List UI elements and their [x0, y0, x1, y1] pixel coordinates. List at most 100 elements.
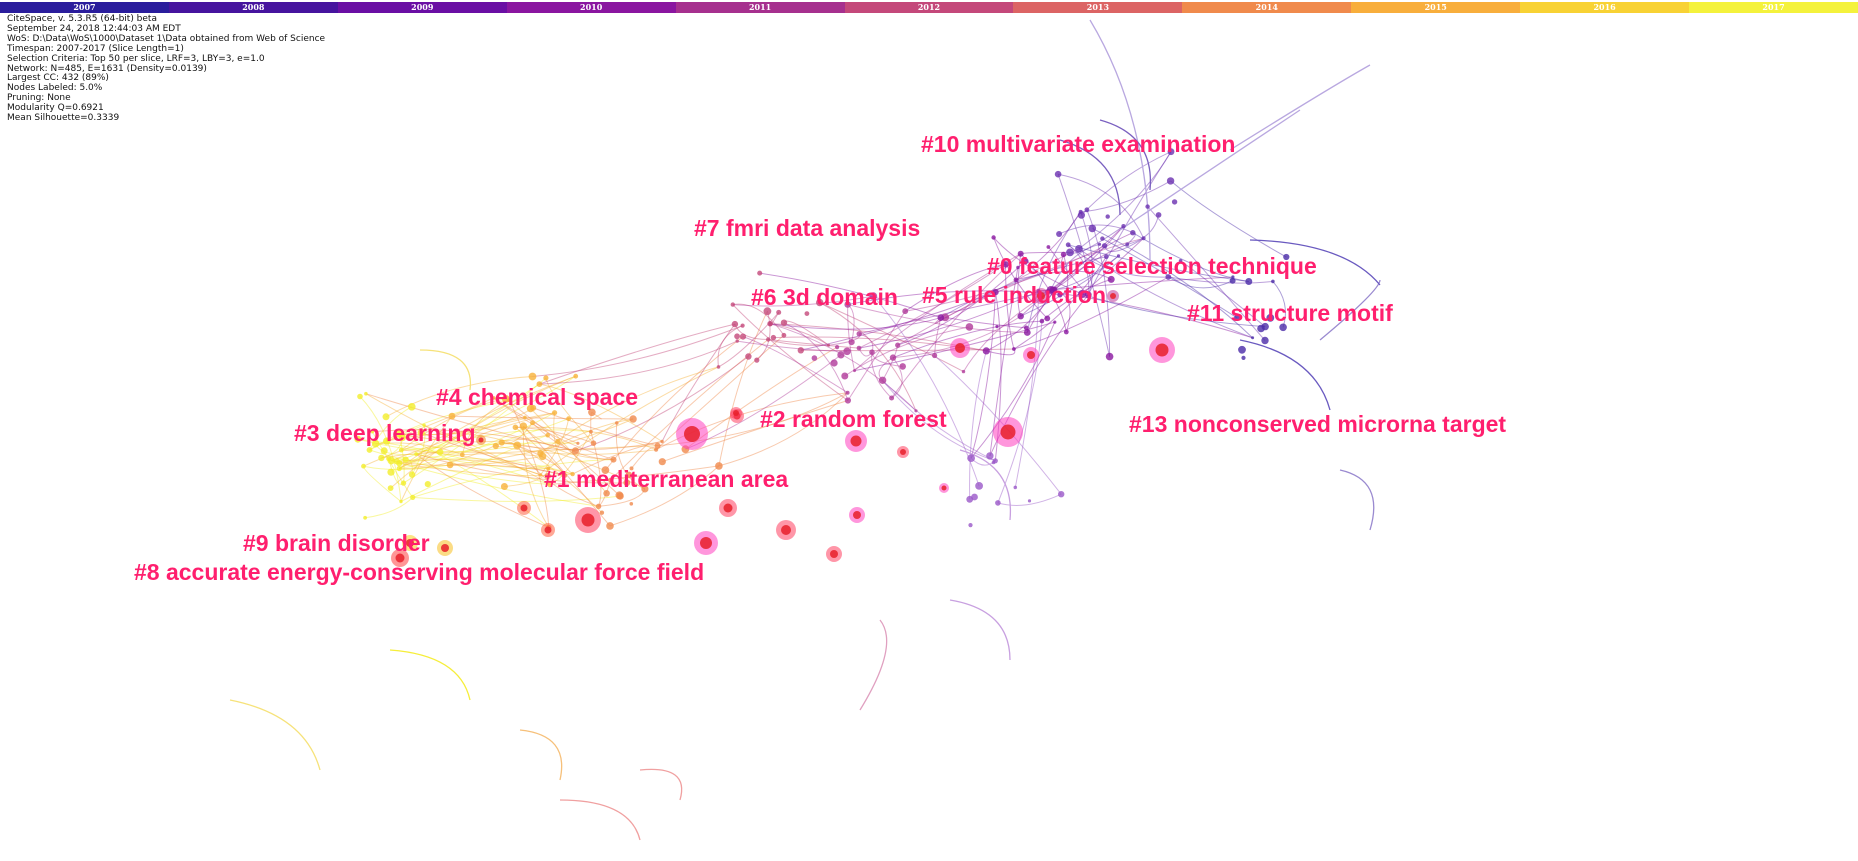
- network-node-41: [459, 452, 465, 458]
- network-node-179: [1165, 274, 1172, 280]
- network-edge-11: [396, 375, 576, 462]
- network-node-143: [1060, 251, 1067, 258]
- network-node-147: [1021, 257, 1029, 265]
- network-edge-147: [847, 304, 855, 371]
- network-node-133: [902, 308, 909, 315]
- network-edge-209: [1020, 255, 1119, 317]
- network-node-154: [1078, 290, 1087, 298]
- network-node-118: [856, 345, 862, 351]
- network-node-206: [1229, 277, 1236, 284]
- network-node-164: [1044, 315, 1051, 322]
- network-edge-205: [1080, 211, 1094, 295]
- network-edge-123: [539, 323, 736, 385]
- major-node-0: [676, 418, 708, 450]
- network-edge-236: [1014, 290, 1039, 488]
- major-node-core-8: [955, 343, 965, 353]
- network-edge-133: [944, 237, 1144, 318]
- cluster-label-8: #8 accurate energy-conserving molecular …: [134, 559, 705, 585]
- info-line-source: WoS: D:\Data\WoS\1000\Dataset 1\Data obt…: [7, 33, 326, 44]
- network-node-177: [1130, 230, 1136, 236]
- network-edge-38: [548, 366, 719, 470]
- network-edge-59: [396, 459, 573, 475]
- network-edge-63: [400, 398, 506, 451]
- network-node-52: [526, 404, 535, 413]
- network-node-59: [543, 375, 549, 381]
- network-edges: [357, 151, 1287, 528]
- network-node-131: [844, 397, 852, 404]
- network-node-10: [364, 391, 368, 396]
- network-node-37: [546, 466, 551, 471]
- cluster-arc-10: [519, 729, 563, 781]
- info-line-modularity: Modularity Q=0.6921: [7, 103, 104, 114]
- major-node-core-14: [441, 544, 449, 552]
- network-edge-26: [398, 383, 540, 469]
- network-edge-168: [970, 292, 996, 459]
- network-node-3: [414, 452, 419, 457]
- cluster-arc-4: [1339, 469, 1375, 531]
- network-edge-124: [732, 304, 849, 401]
- network-node-29: [396, 465, 402, 472]
- network-node-189: [1065, 242, 1071, 248]
- cluster-label-11: #11 structure motif: [1187, 300, 1393, 326]
- network-node-207: [1261, 336, 1269, 345]
- network-node-173: [1084, 207, 1090, 213]
- network-edge-27: [411, 425, 426, 475]
- major-node-6: [1149, 337, 1175, 363]
- network-edge-122: [661, 323, 736, 442]
- network-node-50: [555, 438, 561, 444]
- network-edge-127: [819, 302, 964, 373]
- network-node-60: [536, 381, 543, 387]
- network-edge-72: [450, 418, 634, 466]
- network-edge-108: [523, 425, 611, 527]
- network-node-23: [382, 413, 390, 421]
- network-node-38: [538, 452, 547, 461]
- network-edge-130: [768, 339, 829, 346]
- network-edge-185: [1020, 243, 1128, 317]
- network-edge-40: [391, 455, 543, 466]
- network-node-145: [991, 235, 996, 240]
- network-node-15: [410, 494, 416, 500]
- cluster-arc-16: [1059, 139, 1121, 216]
- network-node-112: [776, 309, 782, 315]
- year-2011: 2011: [675, 2, 845, 13]
- network-node-96: [735, 339, 739, 343]
- network-node-105: [731, 320, 739, 328]
- network-node-130: [869, 292, 878, 300]
- network-edge-85: [416, 453, 627, 484]
- network-edge-228: [1170, 180, 1287, 258]
- network-edge-131: [770, 323, 829, 346]
- network-edge-179: [1050, 225, 1124, 291]
- network-node-47: [523, 415, 527, 420]
- major-node-10: [849, 507, 865, 523]
- network-edge-86: [615, 422, 646, 490]
- network-node-148: [1002, 261, 1009, 268]
- network-edge-221: [1127, 214, 1160, 245]
- info-line-largest-cc: Largest CC: 432 (89%): [7, 73, 109, 84]
- network-node-68: [562, 473, 568, 478]
- network-edge-192: [858, 290, 1039, 349]
- network-node-114: [739, 333, 747, 340]
- network-node-196: [1077, 211, 1085, 219]
- network-edge-47: [462, 445, 658, 456]
- network-node-86: [654, 442, 661, 449]
- network-node-221: [975, 482, 983, 490]
- network-edge-114: [575, 356, 749, 452]
- network-node-67: [595, 503, 602, 509]
- cluster-label-2: #2 random forest: [760, 406, 947, 432]
- network-node-49: [492, 442, 499, 450]
- network-edge-165: [986, 289, 1056, 352]
- network-node-180: [1116, 254, 1121, 258]
- network-node-172: [1104, 254, 1109, 259]
- network-edge-141: [859, 333, 874, 353]
- network-edge-134: [737, 340, 848, 352]
- network-node-185: [1141, 236, 1146, 241]
- network-edge-80: [517, 444, 566, 476]
- network-edge-142: [891, 253, 1022, 399]
- network-edge-67: [545, 377, 594, 444]
- network-node-7: [402, 456, 409, 463]
- major-node-core-11: [395, 553, 405, 563]
- major-node-core-4: [850, 435, 862, 447]
- major-node-11: [391, 549, 409, 567]
- network-edge-97: [662, 400, 849, 463]
- network-node-198: [1271, 279, 1275, 284]
